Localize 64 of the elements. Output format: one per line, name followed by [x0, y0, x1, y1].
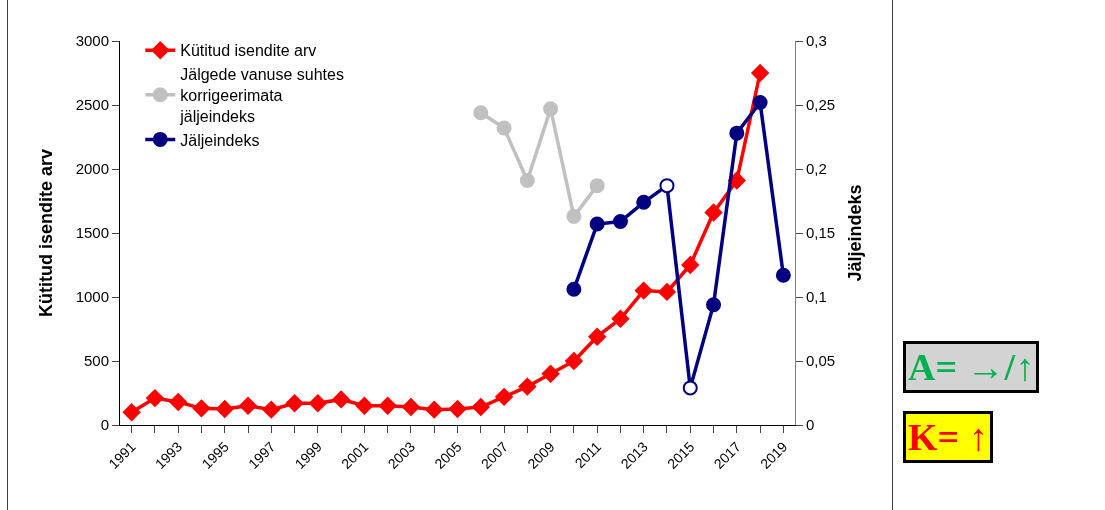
- y-axis-title: Kütitud isendite arv: [35, 148, 56, 318]
- y2-tick-label: 0,15: [806, 224, 836, 242]
- text: A= →/↑: [908, 346, 1035, 388]
- point: [473, 105, 489, 121]
- y-tick-label: 1000: [75, 288, 109, 306]
- point: [752, 94, 768, 110]
- point: [658, 283, 676, 301]
- legend-label: Kütitud isendite arv: [180, 42, 317, 60]
- point: [751, 64, 769, 82]
- point: [262, 400, 281, 419]
- y2-tick-label: 0,1: [806, 288, 827, 306]
- y2-tick-label: 0,3: [806, 32, 827, 50]
- point: [589, 178, 605, 194]
- point: [448, 400, 467, 418]
- point: [518, 377, 537, 396]
- text: K= ↑: [908, 416, 988, 458]
- y2-tick-label: 0: [806, 416, 815, 434]
- point: [519, 173, 535, 189]
- point: [682, 380, 698, 396]
- point: [681, 256, 700, 274]
- point: [566, 208, 582, 224]
- point: [402, 398, 420, 416]
- point: [566, 281, 582, 297]
- y-tick-label: 1500: [75, 224, 109, 242]
- y2-tick-label: 0,2: [806, 160, 827, 178]
- point: [589, 216, 605, 232]
- point: [332, 390, 350, 409]
- point: [704, 203, 723, 222]
- point: [588, 327, 606, 346]
- point: [192, 399, 211, 418]
- point: [169, 393, 187, 411]
- legend-label: Jäljeindeks: [180, 131, 260, 149]
- point: [634, 281, 653, 300]
- point: [611, 309, 630, 328]
- y-tick-label: 0: [100, 416, 109, 434]
- y-tick-label: 500: [83, 352, 109, 370]
- y-tick-label: 2000: [75, 160, 109, 178]
- point: [565, 352, 583, 370]
- point: [239, 397, 257, 415]
- point: [636, 194, 652, 210]
- point: [775, 267, 791, 283]
- point: [543, 101, 559, 117]
- point: [496, 120, 512, 136]
- y2-tick-label: 0,25: [806, 96, 836, 114]
- point: [309, 394, 327, 413]
- point: [541, 365, 560, 383]
- point: [612, 213, 628, 229]
- y2-tick-label: 0,05: [806, 352, 836, 370]
- point: [425, 400, 444, 419]
- point: [659, 178, 675, 194]
- point: [729, 125, 745, 141]
- point: [146, 389, 164, 407]
- y-tick-label: 3000: [75, 32, 109, 50]
- point: [285, 394, 304, 413]
- legend-label: Jälgede vanuse suhtes korrigeerimata jäljeindeks: [179, 66, 344, 125]
- point: [495, 388, 513, 406]
- point: [122, 403, 141, 421]
- point: [215, 400, 234, 418]
- point: [706, 297, 722, 313]
- y-tick-label: 2500: [75, 96, 109, 114]
- point: [471, 398, 490, 416]
- point: [355, 397, 374, 415]
- y2-axis-title: Jäljeindeks: [845, 184, 866, 282]
- point: [378, 397, 397, 415]
